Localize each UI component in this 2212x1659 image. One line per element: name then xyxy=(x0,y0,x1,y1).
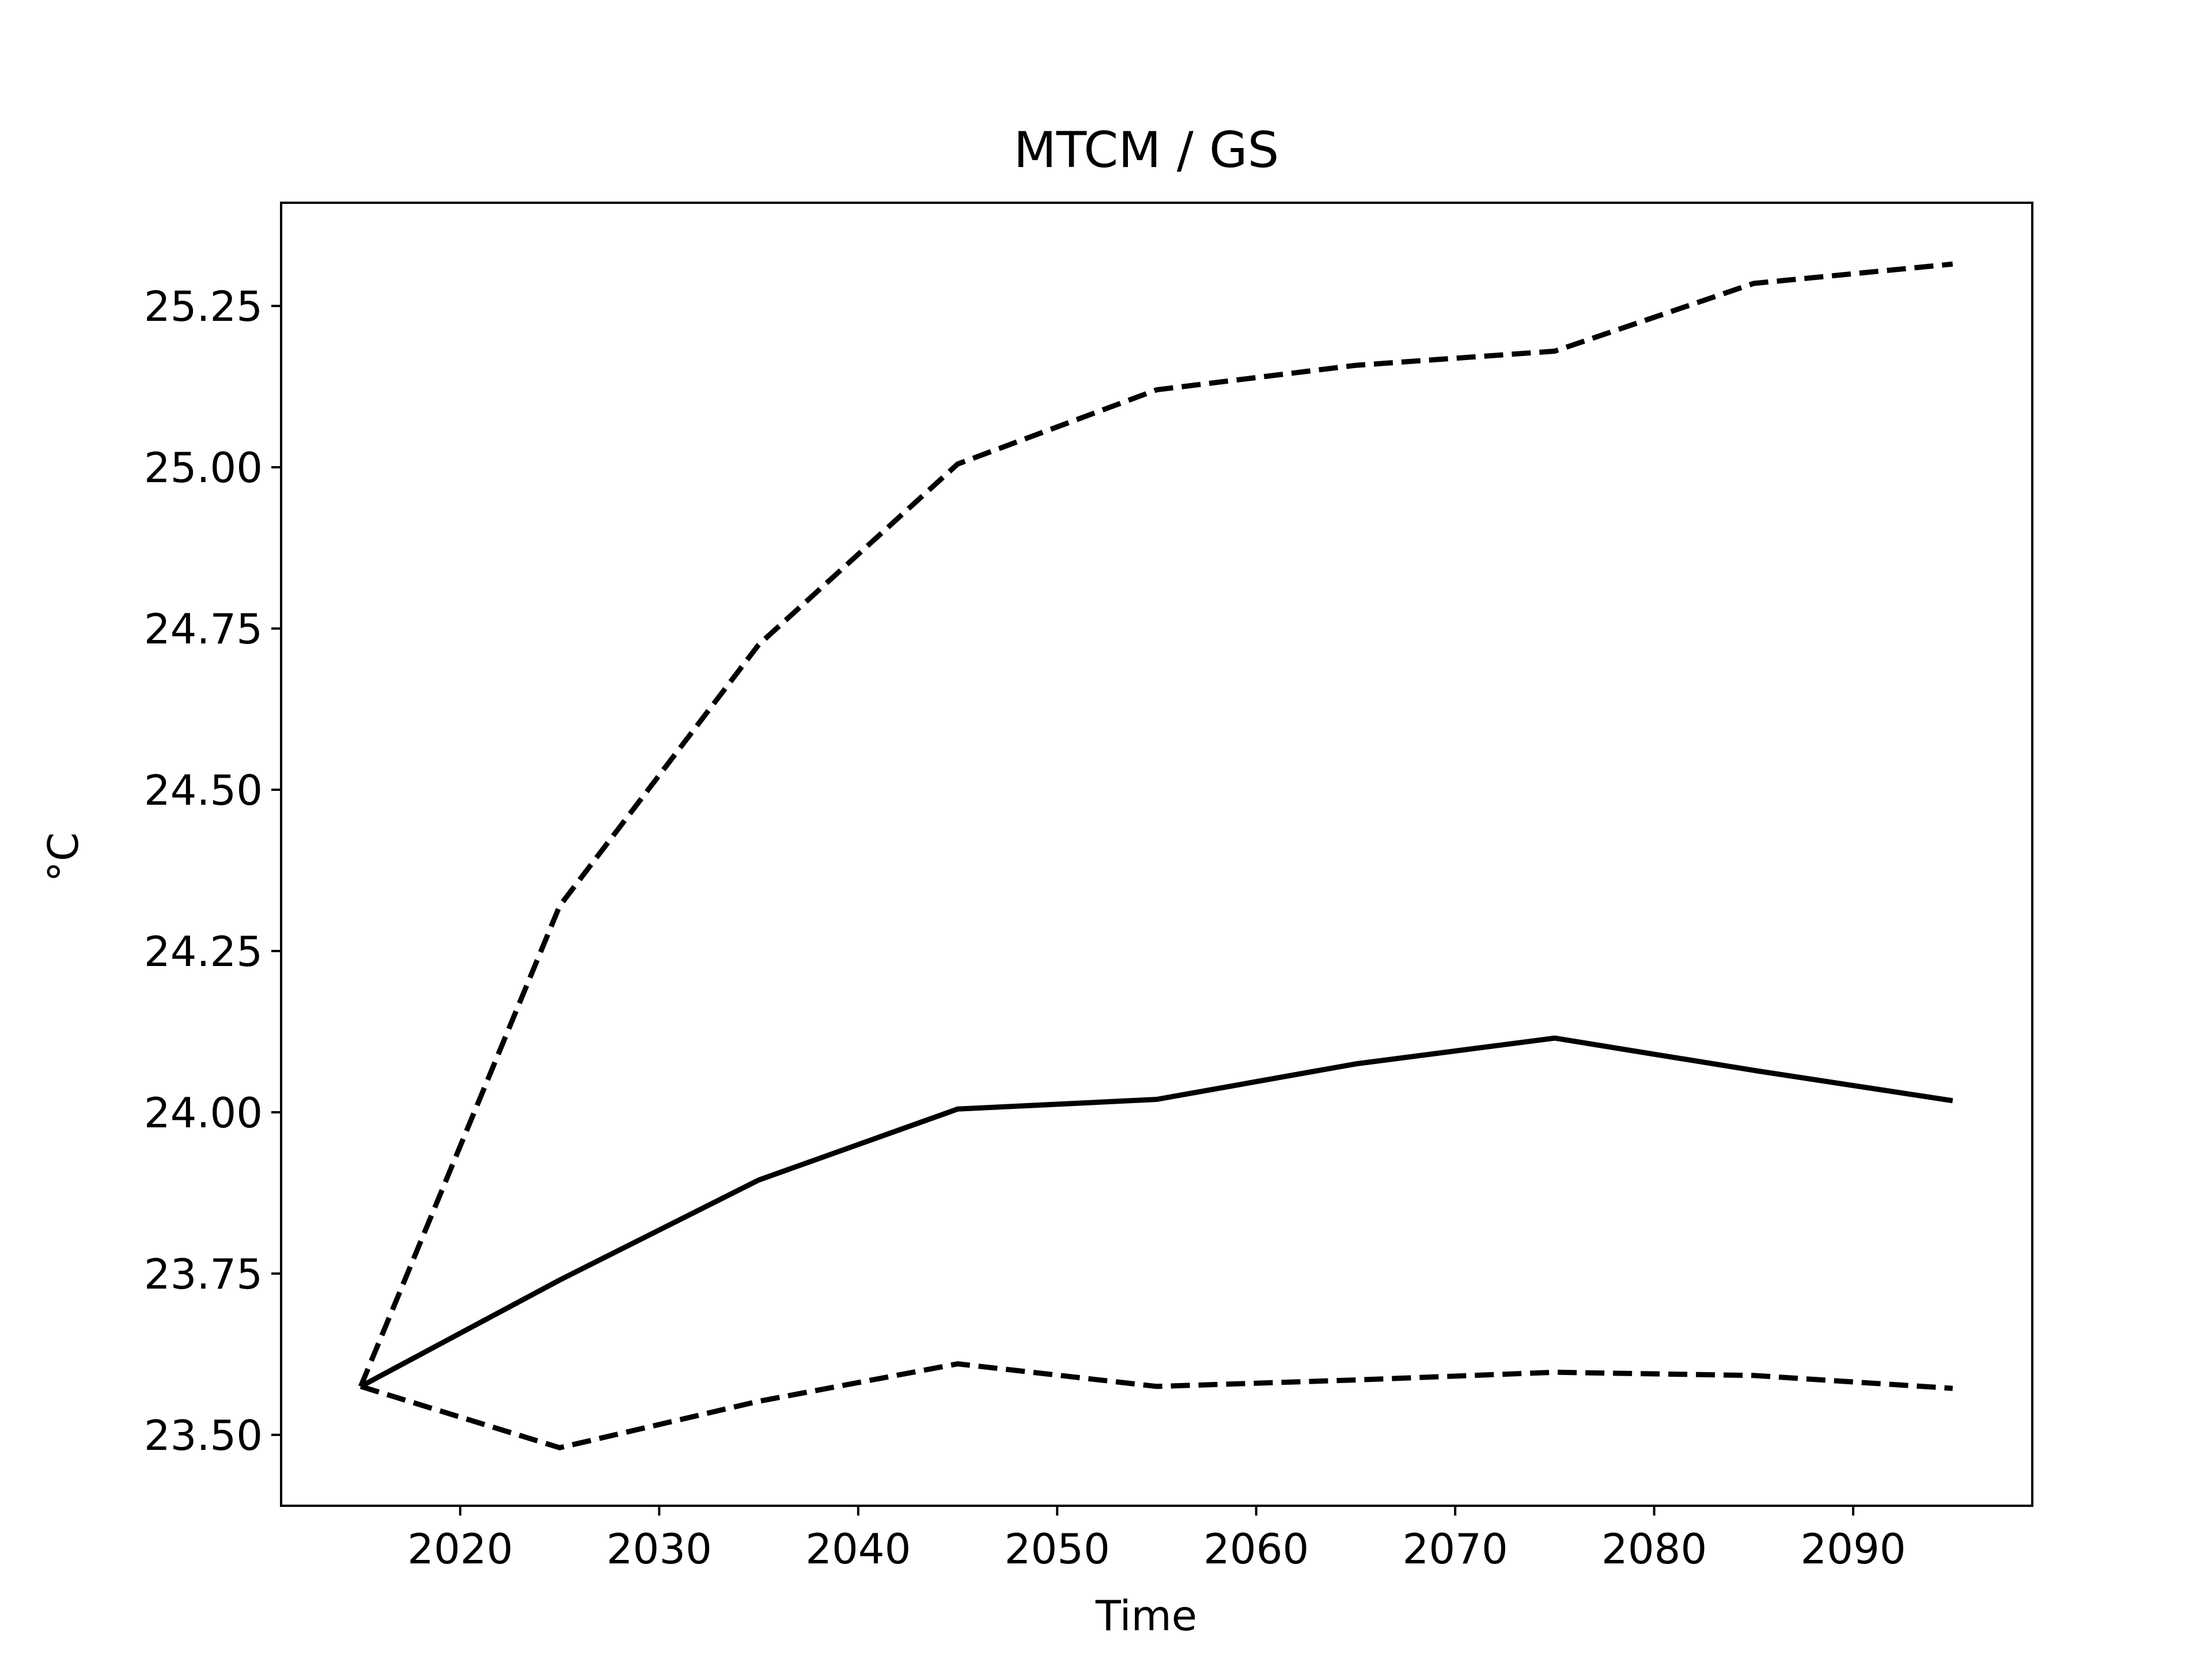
y-axis: 23.50 23.75 24.00 24.25 24.50 24.75 25.00 25.25 xyxy=(144,282,281,1460)
x-tick-label: 2070 xyxy=(1403,1525,1508,1573)
y-tick-label: 23.50 xyxy=(144,1411,263,1460)
x-tick-label: 2060 xyxy=(1203,1525,1309,1573)
x-tick-label: 2090 xyxy=(1800,1525,1906,1573)
x-axis-label: Time xyxy=(1095,1592,1197,1640)
plot-frame xyxy=(280,202,2033,1507)
chart-title: MTCM / GS xyxy=(1014,122,1279,179)
y-tick-label: 25.00 xyxy=(144,444,263,492)
y-tick-label: 24.75 xyxy=(144,605,263,653)
series-line-2 xyxy=(359,1035,1953,1389)
y-tick-label: 24.50 xyxy=(144,766,263,815)
y-axis-label: °C xyxy=(39,832,88,882)
y-tick-label: 25.25 xyxy=(144,282,263,331)
y-tick-label: 23.75 xyxy=(144,1250,263,1298)
x-tick-label: 2050 xyxy=(1005,1525,1110,1573)
series-line-3 xyxy=(359,1361,1953,1450)
series-group xyxy=(358,261,1953,1450)
x-tick-label: 2080 xyxy=(1601,1525,1707,1573)
y-tick-label: 24.25 xyxy=(144,927,263,976)
plot-area xyxy=(280,202,2033,1507)
x-tick-label: 2040 xyxy=(805,1525,911,1573)
x-axis: 2020 2030 2040 2050 2060 2070 2080 2090 xyxy=(407,1506,1906,1573)
x-tick-label: 2020 xyxy=(407,1525,513,1573)
x-tick-label: 2030 xyxy=(607,1525,712,1573)
series-line-1 xyxy=(358,261,1953,1388)
y-tick-label: 24.00 xyxy=(144,1089,263,1137)
